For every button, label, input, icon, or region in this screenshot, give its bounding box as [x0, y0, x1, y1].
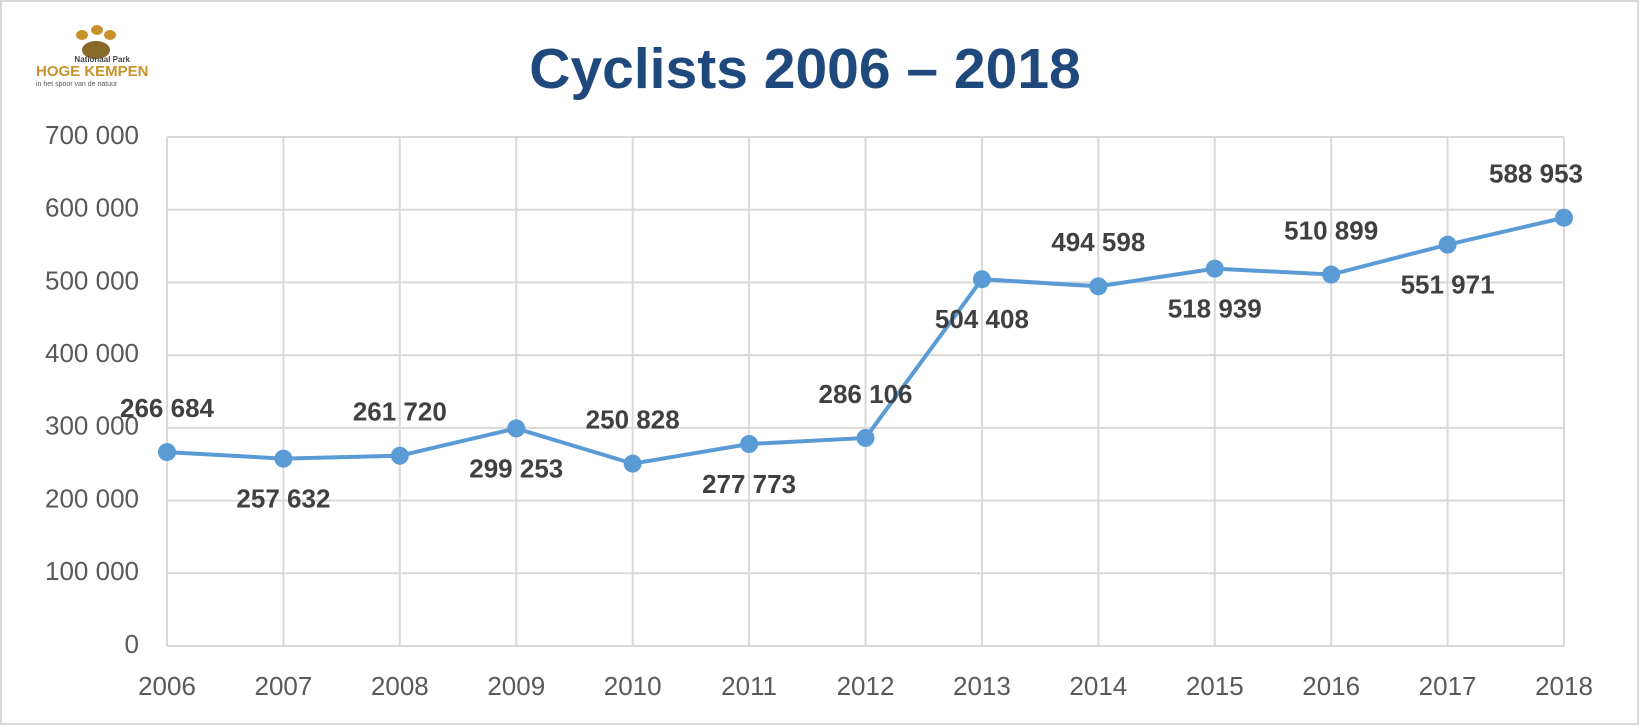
- data-label: 299 253: [469, 453, 563, 483]
- y-tick-label: 100 000: [45, 556, 139, 586]
- y-tick-label: 0: [125, 629, 139, 659]
- data-label: 257 632: [236, 484, 330, 514]
- x-tick-label: 2006: [138, 671, 196, 701]
- marker: [856, 428, 875, 447]
- marker: [1555, 208, 1573, 227]
- data-label: 266 684: [120, 393, 215, 423]
- x-tick-label: 2010: [604, 671, 662, 701]
- x-tick-label: 2017: [1419, 671, 1477, 701]
- data-label: 504 408: [935, 304, 1029, 334]
- logo-paw: [91, 25, 103, 35]
- x-tick-label: 2014: [1069, 671, 1127, 701]
- data-label: 286 106: [819, 379, 913, 409]
- logo-top: Nationaal Park: [74, 55, 130, 64]
- y-tick-label: 300 000: [45, 411, 139, 441]
- y-tick-label: 500 000: [45, 265, 139, 295]
- logo-name: HOGE KEMPEN: [36, 63, 149, 80]
- chart-title: Cyclists 2006 – 2018: [529, 37, 1080, 101]
- logo-paw: [76, 30, 88, 40]
- marker: [740, 435, 759, 454]
- x-tick-label: 2015: [1186, 671, 1244, 701]
- marker: [507, 419, 526, 438]
- x-tick-label: 2008: [371, 671, 429, 701]
- data-label: 494 598: [1051, 227, 1145, 257]
- data-label: 261 720: [353, 397, 447, 427]
- logo-paw: [82, 41, 110, 59]
- marker: [1438, 235, 1457, 254]
- marker: [158, 443, 176, 462]
- marker: [390, 446, 409, 465]
- y-tick-label: 200 000: [45, 483, 139, 513]
- data-label: 518 939: [1168, 294, 1262, 324]
- marker: [972, 270, 991, 289]
- x-tick-label: 2018: [1535, 671, 1593, 701]
- marker: [623, 454, 642, 473]
- marker: [1322, 265, 1341, 284]
- marker: [274, 449, 293, 468]
- logo-paw: [104, 30, 116, 40]
- data-label: 250 828: [586, 404, 680, 434]
- x-tick-label: 2009: [487, 671, 545, 701]
- x-tick-label: 2011: [721, 671, 777, 701]
- data-label: 551 971: [1401, 270, 1495, 300]
- logo-tagline: in het spoor van de natuur: [36, 81, 118, 88]
- y-tick-label: 600 000: [45, 193, 139, 223]
- data-label: 510 899: [1284, 215, 1378, 245]
- marker: [1205, 259, 1224, 278]
- data-label: 588 953: [1489, 159, 1583, 189]
- y-tick-label: 400 000: [45, 338, 139, 368]
- x-tick-label: 2012: [837, 671, 895, 701]
- marker: [1089, 277, 1108, 296]
- logo: Nationaal Park HOGE KEMPEN in het spoor …: [36, 25, 149, 88]
- data-label: 277 773: [702, 469, 796, 499]
- x-tick-label: 2007: [254, 671, 312, 701]
- y-tick-label: 700 000: [45, 120, 139, 150]
- x-tick-label: 2013: [953, 671, 1011, 701]
- x-tick-label: 2016: [1302, 671, 1360, 701]
